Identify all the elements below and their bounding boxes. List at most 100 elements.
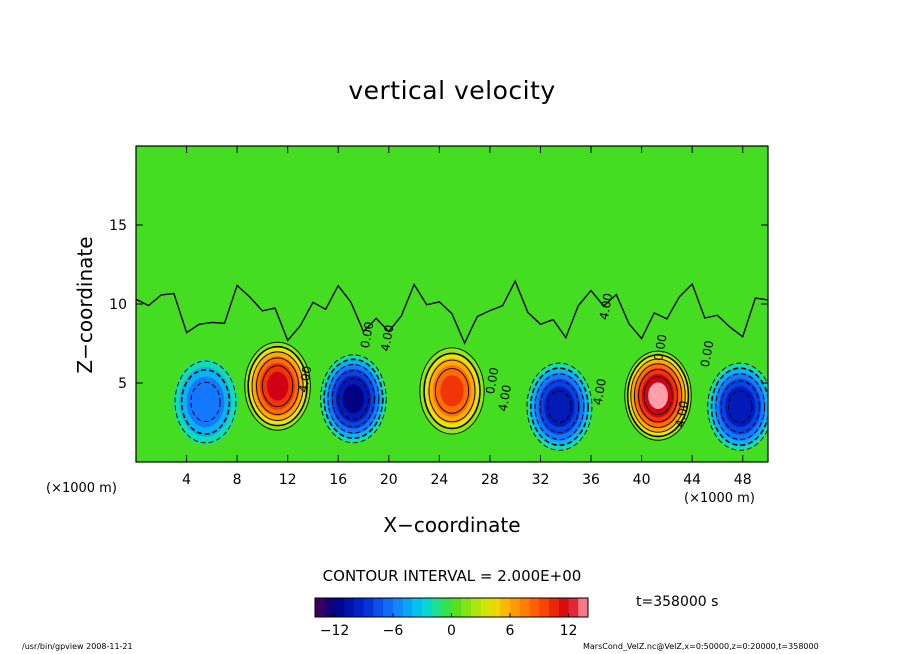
contour-group <box>320 354 387 444</box>
field-band <box>725 386 756 428</box>
contour-group <box>419 347 485 435</box>
contour-line <box>261 365 294 408</box>
contour-line <box>638 369 678 423</box>
x-tick-label: 32 <box>532 472 550 488</box>
colorbar-segment <box>412 598 423 617</box>
contour-label: 0.00 <box>483 366 501 395</box>
contour-line <box>534 373 585 440</box>
colorbar-segment <box>539 598 550 617</box>
contour-line <box>526 362 593 451</box>
contour-label: 4.00 <box>378 324 396 353</box>
contour-group <box>707 362 768 451</box>
colorbar-segment <box>471 598 482 617</box>
x-tick-label: 48 <box>734 472 752 488</box>
contour-line <box>720 380 760 433</box>
footer-source: MarsCond_VelZ.nc@VelZ,x=0:50000,z=0:2000… <box>583 642 819 651</box>
colorbar-segment <box>432 598 443 617</box>
x-axis-label: X−coordinate <box>383 513 521 537</box>
x-tick-label: 40 <box>633 472 651 488</box>
colorbar-segment <box>383 598 394 617</box>
chart-title: vertical velocity <box>348 76 556 105</box>
contour-line <box>715 373 766 440</box>
x-tick-label: 36 <box>582 472 600 488</box>
contour-line <box>327 364 380 434</box>
colorbar-segment <box>334 598 345 617</box>
contour-line <box>331 370 375 428</box>
y-tick-label: 10 <box>109 297 127 313</box>
colorbar-segment <box>461 598 472 617</box>
x-tick-label: 44 <box>683 472 701 488</box>
colorbar-segment <box>558 598 569 617</box>
colorbar-segment <box>393 598 404 617</box>
contour-line <box>707 362 768 451</box>
colorbar-segment <box>344 598 355 617</box>
x-axis: 4 8 12 16 20 24 28 32 36 40 44 48 <box>182 146 752 488</box>
footer-program: /usr/bin/gpview 2008-11-21 <box>22 642 133 651</box>
contour-line <box>190 381 221 423</box>
colorbar-segment <box>422 598 433 617</box>
colorbar-segment <box>324 598 335 617</box>
field-band <box>342 384 365 414</box>
contour-line <box>323 358 384 440</box>
field-cell <box>625 351 691 440</box>
contour-line <box>547 390 572 423</box>
colorbar-segment <box>568 598 579 617</box>
field-cell <box>526 362 593 451</box>
field-cell <box>173 359 238 445</box>
contour-line <box>529 367 589 447</box>
colorbar-segment <box>500 598 511 617</box>
contour-line <box>244 341 311 431</box>
contour-line <box>633 363 683 428</box>
colorbar-segment <box>529 598 540 617</box>
field-band <box>544 386 575 428</box>
y-tick-label: 5 <box>118 376 127 392</box>
x-tick-label: 24 <box>430 472 448 488</box>
colorbar-segment <box>549 598 560 617</box>
x-tick-label: 20 <box>380 472 398 488</box>
contour-line <box>434 368 470 414</box>
contour-label: 4.00 <box>496 384 514 413</box>
contour-group <box>624 350 692 441</box>
y-axis-multiplier: (×1000 m) <box>46 481 117 496</box>
colorbar-segment <box>402 598 413 617</box>
y-tick-label: 15 <box>109 218 127 234</box>
contour-line <box>423 352 481 430</box>
contour-line <box>247 345 308 427</box>
contour-line <box>728 390 753 423</box>
contour-line <box>251 351 304 421</box>
contour-group <box>174 360 237 444</box>
colorbar-segment <box>441 598 452 617</box>
x-axis-multiplier: (×1000 m) <box>684 491 755 506</box>
colorbar-tick-label: 6 <box>506 623 515 639</box>
contour-label: 4.00 <box>296 365 314 394</box>
contour-line <box>419 347 485 435</box>
y-axis: 5 10 15 <box>109 218 768 392</box>
contour-line <box>630 358 686 433</box>
contour-line <box>643 376 673 416</box>
colorbar-tick-label: 12 <box>560 623 578 639</box>
colorbar-segment <box>510 598 521 617</box>
colorbar-tick-label: 0 <box>447 623 456 639</box>
contour-line <box>626 354 690 438</box>
colorbar-segment <box>519 598 530 617</box>
colorbar-tick-label: −12 <box>320 623 350 639</box>
colorbar-segment <box>451 598 462 617</box>
contour-label: 0.00 <box>651 333 669 362</box>
x-tick-label: 28 <box>481 472 499 488</box>
x-tick-label: 8 <box>233 472 242 488</box>
colorbar-segment <box>578 598 589 617</box>
x-tick-label: 12 <box>279 472 297 488</box>
contour-line <box>624 350 692 441</box>
contour-lines <box>136 279 768 451</box>
time-label: t=358000 s <box>636 594 719 610</box>
contour-label: 4.00 <box>591 377 609 406</box>
contour-line <box>710 367 768 447</box>
contour-group <box>244 341 311 431</box>
colorbar: −12 −6 0 6 12 <box>314 597 589 639</box>
colorbar-segment <box>373 598 384 617</box>
colorbar-tick-label: −6 <box>383 623 404 639</box>
contour-interval-label: CONTOUR INTERVAL = 2.000E+00 <box>322 567 582 585</box>
colorbar-segment <box>315 598 326 617</box>
contour-label: 4.00 <box>597 292 615 321</box>
